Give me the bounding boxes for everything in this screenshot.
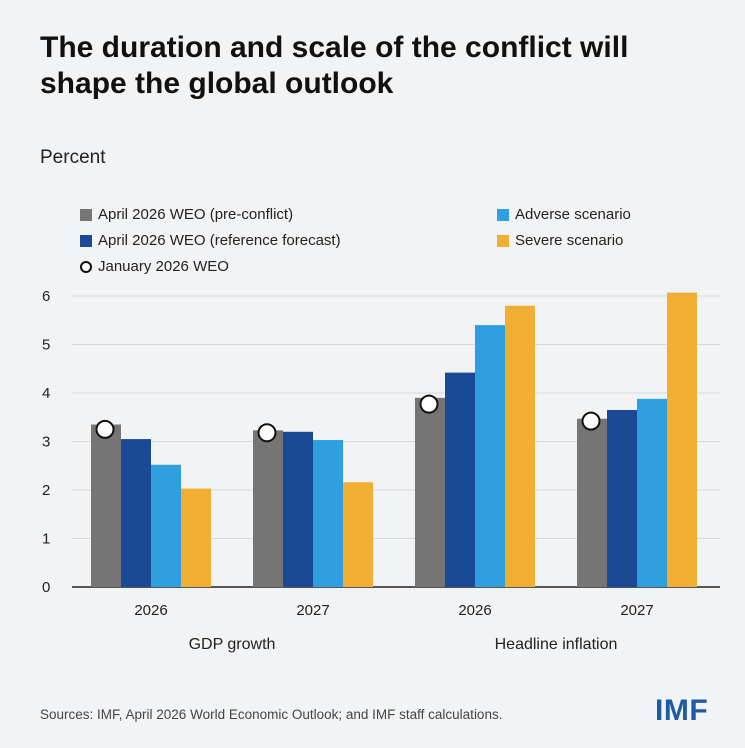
bar <box>343 482 373 587</box>
legend-item-adverse: Adverse scenario <box>497 206 631 223</box>
axis-labels: 0 1 2 3 4 5 6 2026 2027 2026 2027 GDP growth Headlin… <box>42 288 654 653</box>
january-marker <box>95 419 115 439</box>
bars <box>91 292 697 587</box>
y-tick-label: 4 <box>42 385 50 402</box>
legend-item-severe: Severe scenario <box>497 232 623 249</box>
x-tick-label: 2026 <box>134 602 167 619</box>
legend-label: Severe scenario <box>515 232 624 249</box>
bar <box>415 397 445 587</box>
bar <box>151 464 181 587</box>
bar <box>283 431 313 587</box>
legend-swatch-adverse <box>497 208 509 221</box>
y-tick-label: 6 <box>42 288 50 305</box>
x-tick-label: 2027 <box>296 602 329 619</box>
bar <box>181 488 211 587</box>
bar <box>637 398 667 587</box>
chart-title: The duration and scale of the conflict w… <box>40 31 629 100</box>
legend-label: January 2026 WEO <box>98 258 229 275</box>
group-label: GDP growth <box>189 636 276 653</box>
y-tick-label: 5 <box>42 337 50 354</box>
legend-item-reference: April 2026 WEO (reference forecast) <box>80 232 341 249</box>
january-markers <box>95 394 601 443</box>
bar <box>121 439 151 587</box>
legend-swatch-pre-conflict <box>80 208 92 221</box>
january-marker <box>419 394 439 414</box>
legend-label: April 2026 WEO (reference forecast) <box>98 232 341 249</box>
bar <box>505 305 535 587</box>
legend-item-pre-conflict: April 2026 WEO (pre-conflict) <box>80 206 293 223</box>
bar <box>577 418 607 587</box>
bar <box>607 409 637 587</box>
bar <box>667 292 697 587</box>
january-marker <box>581 411 601 431</box>
group-label: Headline inflation <box>495 636 618 653</box>
y-tick-label: 2 <box>42 482 50 499</box>
x-tick-label: 2026 <box>458 602 491 619</box>
y-tick-label: 1 <box>42 531 50 548</box>
bar <box>253 430 283 587</box>
x-tick-label: 2027 <box>620 602 653 619</box>
legend-label: April 2026 WEO (pre-conflict) <box>98 206 294 223</box>
bar <box>475 325 505 587</box>
bar <box>313 440 343 587</box>
source-note: Sources: IMF, April 2026 World Economic … <box>40 707 503 722</box>
y-tick-label: 3 <box>42 434 50 451</box>
imf-logo: IMF <box>655 694 709 727</box>
y-tick-label: 0 <box>42 579 50 596</box>
legend-label: Adverse scenario <box>515 206 631 223</box>
bar <box>91 424 121 587</box>
y-axis-label: Percent <box>40 147 106 168</box>
legend-item-january: January 2026 WEO <box>80 258 229 275</box>
legend-swatch-severe <box>497 234 509 247</box>
legend-circle-icon <box>80 260 92 273</box>
legend-swatch-reference <box>80 234 92 247</box>
january-marker <box>257 423 277 443</box>
bar <box>445 372 475 587</box>
